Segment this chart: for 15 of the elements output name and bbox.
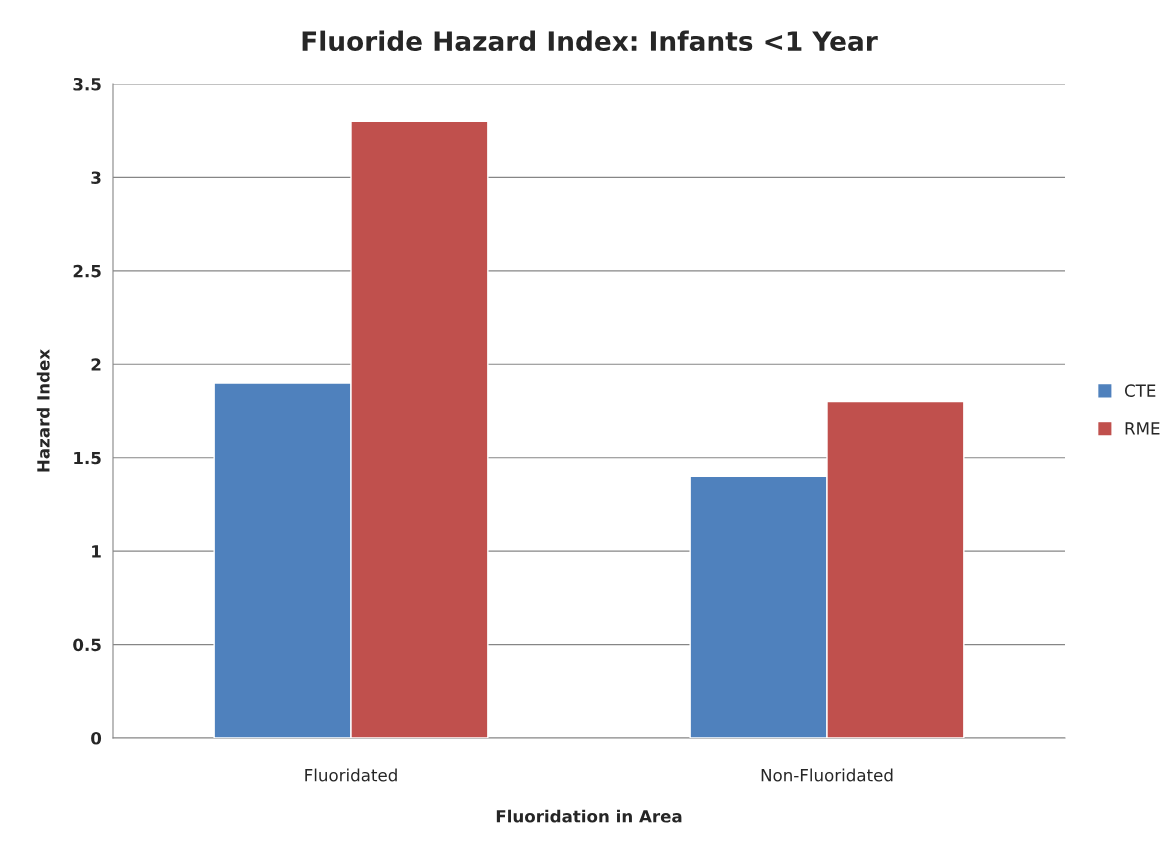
y-tick-label: 0 <box>91 731 102 745</box>
y-tick-label: 1 <box>92 545 101 558</box>
x-tick-label: Non-Fluoridated <box>761 768 893 782</box>
x-axis-title: Fluoridation in Area <box>496 809 682 823</box>
y-tick-label: 0.5 <box>73 638 101 652</box>
x-tick-label: Fluoridated <box>305 768 397 782</box>
y-tick-label: 2.5 <box>73 264 101 278</box>
legend-label: CTE <box>1124 384 1156 397</box>
y-tick-label: 3 <box>91 171 101 184</box>
y-tick-label: 3.5 <box>73 77 101 91</box>
y-tick-label: 2 <box>91 358 101 371</box>
y-tick-label: 1.5 <box>74 451 101 465</box>
y-axis-title: Hazard Index <box>36 349 50 472</box>
legend-label: RME <box>1125 422 1160 435</box>
chart-title: Fluoride Hazard Index: Infants <1 Year <box>302 30 878 52</box>
